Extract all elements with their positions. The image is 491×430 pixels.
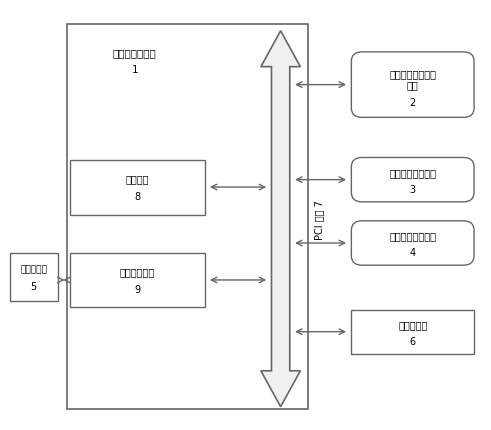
Text: 9: 9 <box>134 285 140 295</box>
Bar <box>67 25 308 409</box>
Text: 太阳理论位置计算: 太阳理论位置计算 <box>389 69 436 79</box>
Text: 天线角度处理模块: 天线角度处理模块 <box>389 231 436 241</box>
FancyBboxPatch shape <box>352 158 474 203</box>
FancyBboxPatch shape <box>352 221 474 266</box>
Text: 串行通信接口: 串行通信接口 <box>120 266 155 276</box>
Polygon shape <box>261 32 300 407</box>
Text: 4: 4 <box>409 248 416 258</box>
Text: 3: 3 <box>409 184 416 194</box>
Text: 太阳位置测量模块: 太阳位置测量模块 <box>389 168 436 178</box>
Text: 6: 6 <box>409 336 416 346</box>
Bar <box>70 160 205 215</box>
Bar <box>70 253 205 308</box>
Bar <box>10 253 58 301</box>
Text: 1: 1 <box>132 64 138 75</box>
Text: 天线控制器: 天线控制器 <box>20 264 47 273</box>
Text: 模块: 模块 <box>407 80 419 90</box>
Text: 5: 5 <box>30 282 37 292</box>
Text: PCI 总线 7: PCI 总线 7 <box>315 200 325 239</box>
Text: 信号处理器: 信号处理器 <box>398 319 427 329</box>
Text: 2: 2 <box>409 97 416 107</box>
Text: 共享内存: 共享内存 <box>126 173 149 183</box>
Text: 8: 8 <box>134 192 140 202</box>
FancyBboxPatch shape <box>352 53 474 118</box>
Text: 工业控制计算机: 工业控制计算机 <box>113 48 157 58</box>
Bar <box>352 310 474 354</box>
